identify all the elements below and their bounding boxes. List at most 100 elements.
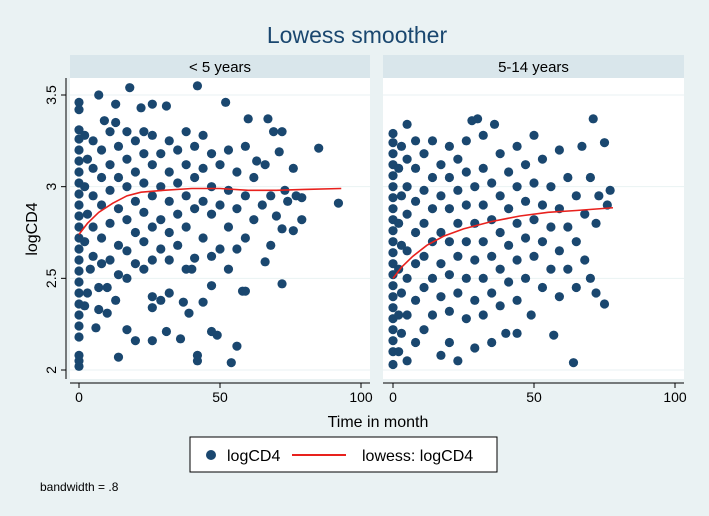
scatter-point — [122, 215, 132, 225]
scatter-point — [495, 149, 505, 159]
scatter-point — [470, 343, 480, 353]
scatter-point — [74, 288, 84, 298]
scatter-point — [396, 141, 407, 151]
scatter-point — [410, 163, 421, 173]
scatter-point — [396, 240, 407, 250]
scatter-point — [105, 255, 115, 265]
scatter-point — [512, 182, 522, 192]
scatter-point — [554, 246, 564, 256]
x-tick-label: 100 — [663, 389, 687, 405]
scatter-point — [571, 191, 581, 201]
scatter-point — [74, 321, 84, 331]
scatter-point — [74, 211, 84, 221]
scatter-point — [478, 237, 488, 247]
scatter-point — [82, 209, 93, 219]
scatter-point — [164, 136, 174, 146]
scatter-point — [512, 141, 522, 151]
scatter-point — [164, 255, 174, 265]
scatter-point — [139, 237, 149, 247]
scatter-point — [88, 251, 98, 261]
scatter-point — [271, 211, 281, 221]
y-tick-label: 3 — [43, 183, 59, 191]
scatter-point — [181, 191, 191, 201]
scatter-point — [111, 295, 121, 305]
scatter-point — [388, 270, 398, 280]
scatter-point — [74, 156, 84, 166]
scatter-point — [388, 138, 398, 148]
scatter-point — [156, 295, 166, 305]
scatter-point — [402, 310, 412, 320]
scatter-point — [122, 246, 132, 256]
panel-label: < 5 years — [189, 59, 251, 76]
scatter-point — [130, 196, 140, 206]
y-axis-label: logCD4 — [24, 202, 41, 255]
scatter-point — [512, 295, 522, 305]
scatter-point — [563, 172, 573, 183]
scatter-point — [277, 224, 287, 234]
scatter-point — [173, 240, 183, 250]
scatter-point — [74, 167, 84, 177]
scatter-point — [74, 310, 84, 320]
scatter-point — [74, 244, 84, 254]
scatter-point — [136, 103, 146, 113]
panel-1: 5-14 years 0 50 100 — [383, 55, 687, 405]
scatter-point — [436, 191, 446, 201]
x-tick-label: 50 — [526, 389, 542, 405]
scatter-point — [453, 251, 463, 261]
scatter-point — [274, 147, 284, 157]
scatter-point — [297, 215, 307, 225]
scatter-point — [88, 136, 98, 146]
scatter-point — [487, 337, 497, 348]
scatter-point — [605, 185, 615, 195]
scatter-point — [215, 160, 225, 170]
scatter-point — [94, 304, 104, 315]
scatter-point — [156, 182, 166, 192]
scatter-point — [444, 141, 454, 151]
scatter-point — [206, 149, 217, 159]
scatter-point — [563, 222, 573, 232]
scatter-point — [96, 200, 107, 210]
scatter-point — [599, 299, 610, 309]
scatter-point — [549, 330, 559, 340]
scatter-point — [388, 325, 398, 335]
scatter-point — [130, 259, 140, 269]
scatter-point — [130, 136, 140, 146]
scatter-point — [410, 196, 421, 206]
scatter-point — [427, 172, 438, 183]
panel-strip — [70, 55, 370, 78]
scatter-point — [257, 200, 267, 210]
scatter-point — [546, 222, 556, 232]
scatter-point — [388, 204, 398, 214]
scatter-point — [588, 114, 598, 124]
scatter-point — [419, 282, 429, 293]
scatter-point — [206, 281, 217, 291]
scatter-point — [147, 222, 157, 232]
scatter-point — [388, 248, 398, 258]
scatter-point — [173, 178, 183, 188]
scatter-point — [283, 196, 293, 206]
scatter-point — [402, 209, 412, 219]
scatter-point — [164, 227, 174, 238]
scatter-point — [173, 145, 183, 155]
scatter-point — [147, 99, 157, 109]
scatter-point — [591, 218, 601, 228]
scatter-point — [105, 185, 115, 195]
scatter-point — [546, 264, 556, 274]
scatter-point — [181, 160, 191, 170]
scatter-point — [495, 301, 505, 311]
scatter-point — [80, 182, 90, 192]
scatter-point — [139, 149, 149, 159]
scatter-point — [249, 172, 259, 183]
scatter-point — [410, 337, 421, 348]
scatter-point — [74, 266, 84, 276]
scatter-point — [388, 237, 398, 247]
scatter-point — [537, 154, 548, 164]
scatter-point — [260, 257, 270, 267]
scatter-point — [453, 154, 463, 164]
scatter-point — [178, 297, 188, 307]
scatter-point — [181, 222, 191, 232]
scatter-point — [388, 171, 398, 181]
scatter-point — [164, 167, 174, 177]
scatter-point — [74, 145, 84, 155]
scatter-point — [529, 215, 539, 225]
